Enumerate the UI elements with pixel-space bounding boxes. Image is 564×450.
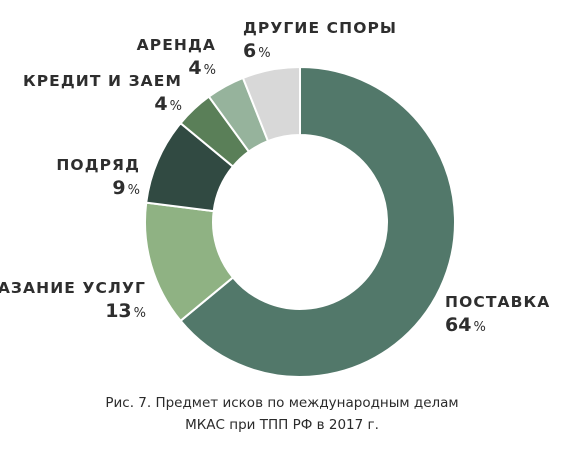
figure-caption: Рис. 7. Предмет исков по международным д… [0,392,564,436]
value-аренда: 4% [188,57,216,79]
label-оказание-услуг: ОКАЗАНИЕ УСЛУГ [0,279,146,297]
label-кредит-и-заем: КРЕДИТ И ЗАЕМ [23,72,182,90]
slice-поставка [179,65,456,378]
value-оказание-услуг: 13% [105,300,146,322]
slice-labels: ПОСТАВКА 64% ОКАЗАНИЕ УСЛУГ 13% ПОДРЯД 9% КРЕД… [0,19,550,336]
value-поставка: 64% [445,314,486,336]
value-кредит-и-заем: 4% [154,93,182,115]
caption-line-1: Рис. 7. Предмет исков по международным д… [105,395,459,411]
value-другие-споры: 6% [243,40,271,62]
donut-chart: ПОСТАВКА 64% ОКАЗАНИЕ УСЛУГ 13% ПОДРЯД 9% КРЕД… [0,19,550,378]
label-другие-споры: ДРУГИЕ СПОРЫ [243,19,397,37]
caption-line-2: МКАС при ТПП РФ в 2017 г. [185,417,379,433]
label-аренда: АРЕНДА [137,36,216,54]
donut-slices [144,65,456,378]
value-подряд: 9% [112,177,140,199]
label-подряд: ПОДРЯД [56,156,140,174]
label-поставка: ПОСТАВКА [445,293,550,311]
slice-другие-споры [241,65,301,143]
